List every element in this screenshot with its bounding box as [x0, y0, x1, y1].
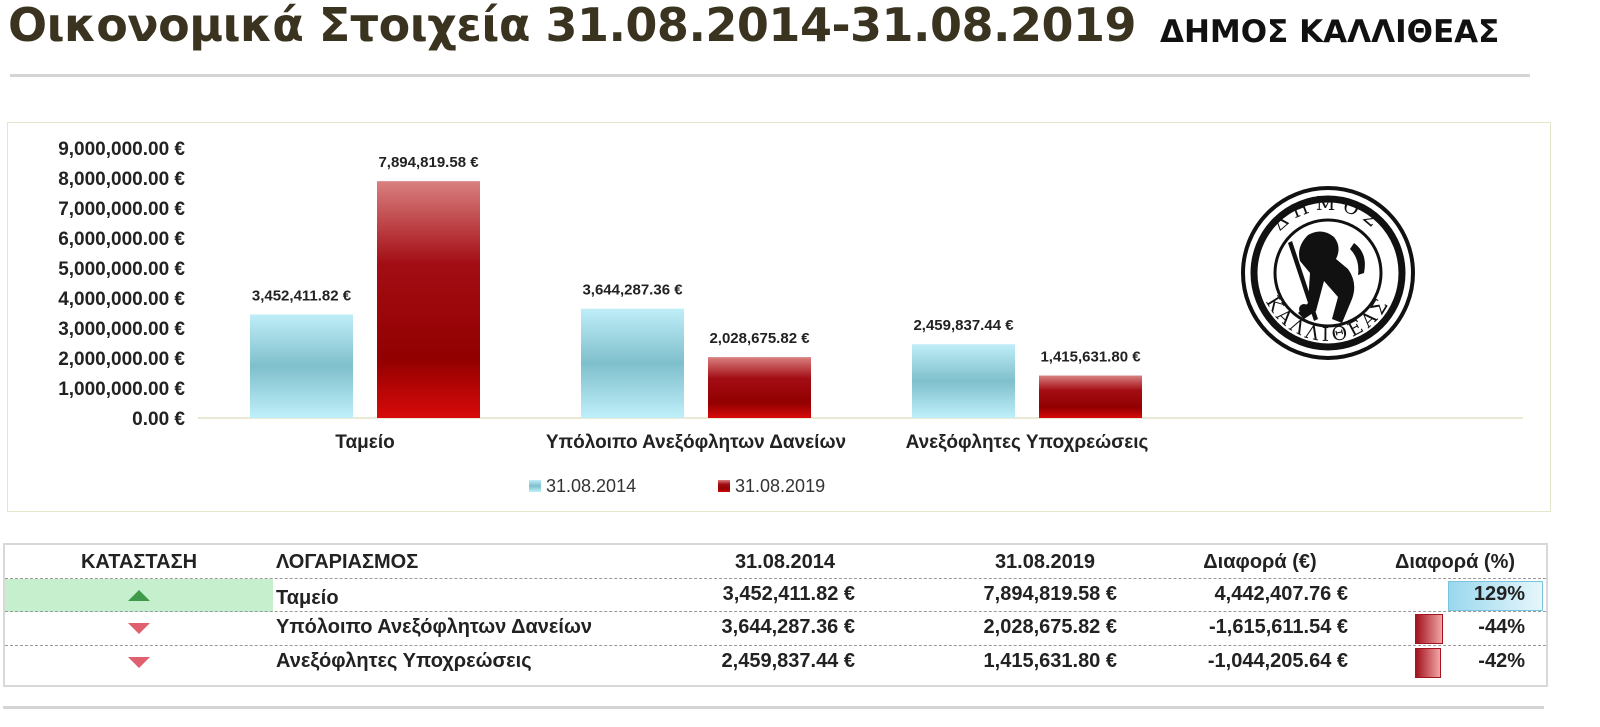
header-date-2019: 31.08.2019 [994, 551, 1096, 573]
legend-swatch [718, 480, 730, 492]
account-name: Ανεξόφλητες Υποχρεώσεις [276, 650, 532, 672]
bar-2014 [250, 314, 353, 418]
bar-2014 [912, 344, 1015, 418]
municipality-seal: ΔΗΜΟΣ ΚΑΛΛΙΘΕΑΣ [1241, 186, 1415, 360]
bar-2014 [581, 308, 684, 418]
bar-value-label: 3,644,287.36 € [582, 282, 683, 299]
page-title: Οικονομικά Στοιχεία 31.08.2014-31.08.201… [8, 0, 1137, 52]
category-label: Υπόλοιπο Ανεξόφλητων Δανείων [546, 432, 846, 453]
bar-value-label: 3,452,411.82 € [252, 287, 352, 304]
difference-pct: -44% [1478, 616, 1525, 638]
bars: 3,452,411.82 € 7,894,819.58 € 3,644,287.36… [250, 154, 1142, 418]
bar-2019 [1039, 375, 1142, 418]
difference-pct: 129% [1473, 583, 1525, 605]
legend-swatch [529, 480, 541, 492]
difference-eur: 4,442,407.76 € [1214, 583, 1348, 605]
bottom-divider [3, 706, 1544, 709]
municipality-name: ΔΗΜΟΣ ΚΑΛΛΙΘΕΑΣ [1160, 14, 1500, 50]
account-name: Ταμείο [276, 587, 339, 609]
row-divider [5, 645, 1546, 646]
legend: 31.08.2014 31.08.2019 [529, 476, 825, 496]
value-2014: 3,452,411.82 € [722, 583, 855, 605]
value-2014: 3,644,287.36 € [721, 616, 855, 638]
value-2019: 2,028,675.82 € [983, 616, 1117, 638]
category-label: Ταμείο [335, 432, 394, 453]
category-label: Ανεξόφλητες Υποχρεώσεις [906, 432, 1149, 453]
y-tick-label: 3,000,000.00 € [58, 319, 185, 340]
header-account: ΛΟΓΑΡΙΑΣΜΟΣ [276, 551, 419, 573]
account-name: Υπόλοιπο Ανεξόφλητων Δανείων [276, 616, 592, 638]
legend-label: 31.08.2014 [546, 476, 636, 496]
seal-figure [1288, 231, 1365, 323]
row-divider [5, 578, 1546, 579]
difference-pct: -42% [1478, 650, 1525, 672]
trend-down-icon [128, 623, 150, 634]
header-diff-eur: Διαφορά (€) [1203, 551, 1317, 573]
y-tick-label: 9,000,000.00 € [58, 139, 185, 160]
y-tick-label: 0.00 € [132, 409, 185, 430]
y-tick-label: 4,000,000.00 € [58, 289, 185, 310]
header-date-2014: 31.08.2014 [734, 551, 836, 573]
trend-down-icon [128, 657, 150, 668]
y-tick-label: 6,000,000.00 € [58, 229, 185, 250]
bar-value-label: 2,459,837.44 € [913, 317, 1014, 334]
pct-data-bar [1448, 581, 1543, 611]
difference-eur: -1,044,205.64 € [1207, 650, 1348, 672]
trend-up-icon [128, 590, 150, 601]
difference-eur: -1,615,611.54 € [1208, 616, 1348, 638]
legend-label: 31.08.2019 [735, 476, 825, 496]
y-tick-label: 7,000,000.00 € [58, 199, 185, 220]
header-diff-pct: Διαφορά (%) [1394, 551, 1516, 573]
y-axis: 0.00 € 1,000,000.00 € 2,000,000.00 € 3,000,… [58, 139, 1523, 430]
x-axis: Ταμείο Υπόλοιπο Ανεξόφλητων Δανείων Ανεξόφ… [335, 432, 1148, 453]
value-2014: 2,459,837.44 € [721, 650, 855, 672]
y-tick-label: 5,000,000.00 € [58, 259, 185, 280]
y-tick-label: 8,000,000.00 € [58, 169, 185, 190]
bar-2019 [377, 181, 480, 418]
chart-panel: 0.00 € 1,000,000.00 € 2,000,000.00 € 3,000,… [7, 122, 1551, 512]
header-status: ΚΑΤΑΣΤΑΣΗ [80, 551, 198, 573]
y-tick-label: 1,000,000.00 € [58, 379, 185, 400]
y-tick-label: 2,000,000.00 € [58, 349, 185, 370]
title-divider [10, 74, 1530, 77]
bar-2019 [708, 357, 811, 418]
bar-value-label: 2,028,675.82 € [709, 330, 810, 347]
pct-data-bar [1415, 648, 1441, 678]
bar-value-label: 1,415,631.80 € [1040, 349, 1141, 366]
comparison-table: ΚΑΤΑΣΤΑΣΗ ΛΟΓΑΡΙΑΣΜΟΣ 31.08.2014 31.08.2… [3, 543, 1548, 687]
value-2019: 7,894,819.58 € [983, 583, 1117, 605]
value-2019: 1,415,631.80 € [983, 650, 1117, 672]
bar-value-label: 7,894,819.58 € [378, 154, 479, 171]
bar-chart: 0.00 € 1,000,000.00 € 2,000,000.00 € 3,000,… [58, 139, 1523, 496]
pct-data-bar [1415, 614, 1443, 644]
row-divider [5, 611, 1546, 612]
